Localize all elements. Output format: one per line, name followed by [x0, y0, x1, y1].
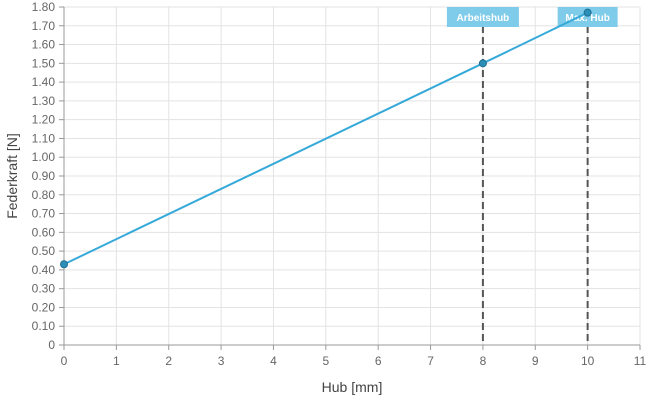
marker-label-box	[446, 7, 519, 27]
x-tick-label: 8	[480, 354, 487, 368]
x-tick-label: 3	[218, 354, 225, 368]
axes	[59, 6, 641, 350]
y-tick-label: 0.50	[32, 244, 56, 258]
y-tick-label: 1.30	[32, 94, 56, 108]
y-tick-label: 0.40	[32, 263, 56, 277]
y-tick-label: 0.80	[32, 188, 56, 202]
x-tick-labels: 0 1 2 3 4 5 6 7 8 9 10 11	[61, 354, 647, 368]
reference-markers: Arbeitshub Max. Hub	[446, 7, 618, 345]
y-tick-label: 1.40	[32, 75, 56, 89]
x-tick-label: 7	[427, 354, 434, 368]
y-tick-label: 0.60	[32, 225, 56, 239]
y-tick-label: 0	[48, 338, 55, 352]
x-tick-label: 11	[634, 354, 647, 368]
marker-label-box	[557, 7, 618, 27]
y-tick-label: 0.20	[32, 300, 56, 314]
y-tick-label: 0.10	[32, 319, 56, 333]
x-axis-title: Hub [mm]	[322, 379, 383, 395]
x-tick-label: 4	[270, 354, 277, 368]
x-tick-label: 10	[581, 354, 595, 368]
y-tick-label: 1.50	[32, 56, 56, 70]
y-axis-title: Federkraft [N]	[4, 133, 20, 219]
x-tick-label: 1	[113, 354, 120, 368]
y-tick-label: 1.70	[32, 19, 56, 33]
y-tick-label: 1.80	[32, 0, 56, 14]
y-tick-label: 0.70	[32, 207, 56, 221]
x-tick-label: 2	[165, 354, 172, 368]
series	[60, 8, 592, 269]
y-tick-label: 1.20	[32, 113, 56, 127]
y-tick-label: 1.00	[32, 150, 56, 164]
x-tick-label: 9	[532, 354, 539, 368]
x-tick-label: 6	[375, 354, 382, 368]
data-point	[478, 59, 487, 68]
y-tick-label: 0.90	[32, 169, 56, 183]
y-tick-labels: 0 0.10 0.20 0.30 0.40 0.50 0.60 0.70 0.80 0.90 1.0…	[32, 0, 56, 352]
y-tick-label: 0.30	[32, 282, 56, 296]
grid	[63, 6, 641, 346]
x-tick-label: 0	[61, 354, 68, 368]
data-point	[60, 260, 68, 269]
marker-label: Max. Hub	[565, 13, 609, 24]
y-tick-label: 1.60	[32, 38, 56, 52]
marker-label: Arbeitshub	[457, 13, 510, 24]
y-tick-label: 1.10	[32, 131, 56, 145]
data-point	[583, 8, 592, 17]
x-tick-label: 5	[322, 354, 329, 368]
